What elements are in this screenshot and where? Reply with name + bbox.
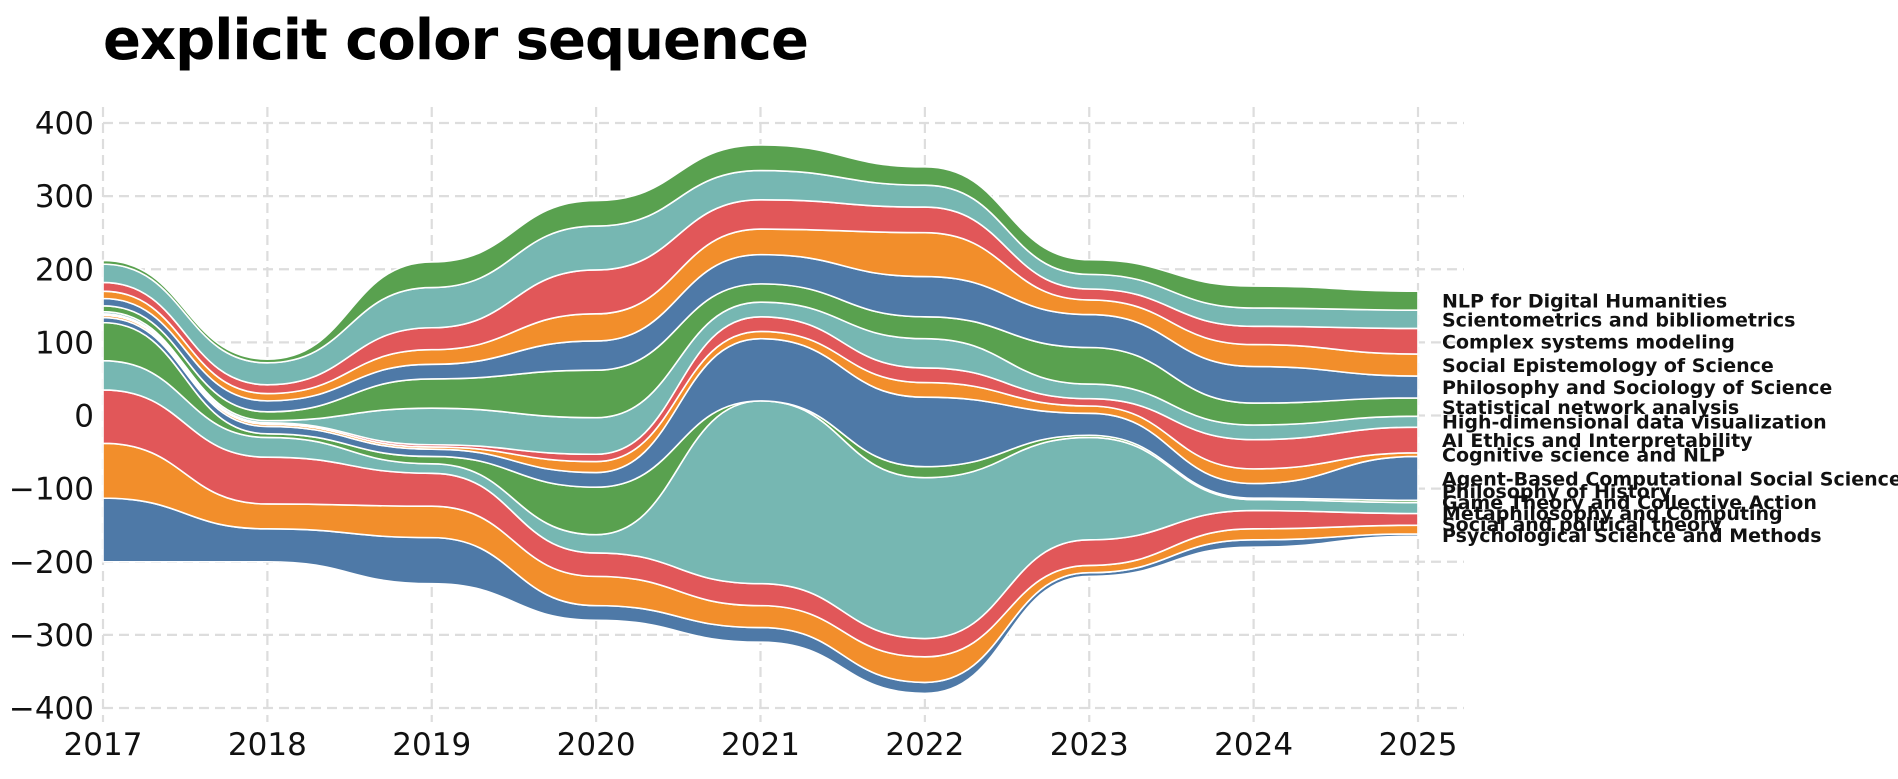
y-tick-label: 400 bbox=[35, 106, 94, 142]
x-axis-ticks: 2017 2018 2019 2020 2021 2022 2023 2024 2025 bbox=[64, 727, 1458, 763]
y-axis-ticks: −400 −300 −200 −100 0 100 200 300 400 bbox=[9, 106, 94, 727]
series-label: Philosophy and Sociology of Science bbox=[1442, 377, 1832, 399]
series-label: Metaphilosophy and Computing bbox=[1442, 503, 1783, 525]
series-label: Scientometrics and bibliometrics bbox=[1442, 309, 1795, 331]
series-label: High-dimensional data visualization bbox=[1442, 412, 1827, 434]
y-tick-label: −400 bbox=[9, 691, 94, 727]
x-tick-label: 2025 bbox=[1379, 727, 1458, 763]
y-tick-label: −300 bbox=[9, 618, 94, 654]
series-label: AI Ethics and Interpretability bbox=[1442, 430, 1753, 452]
series-label: Agent-Based Computational Social Science bbox=[1442, 468, 1898, 490]
series-labels: Psychological Science and MethodsSocial … bbox=[1442, 291, 1898, 547]
x-tick-label: 2024 bbox=[1214, 727, 1293, 763]
x-tick-label: 2021 bbox=[721, 727, 800, 763]
chart-title: explicit color sequence bbox=[103, 8, 809, 73]
y-tick-label: 100 bbox=[35, 325, 94, 361]
series-label: Social and political theory bbox=[1442, 514, 1722, 536]
series-label: Statistical network analysis bbox=[1442, 397, 1739, 419]
x-tick-label: 2023 bbox=[1050, 727, 1129, 763]
chart-areas bbox=[102, 144, 1419, 695]
y-tick-label: 200 bbox=[35, 252, 94, 288]
y-tick-label: −100 bbox=[9, 472, 94, 508]
series-label: Philosophy of History bbox=[1442, 481, 1672, 503]
x-tick-label: 2017 bbox=[64, 727, 143, 763]
series-label: Cognitive science and NLP bbox=[1442, 445, 1725, 467]
series-label: Social Epistemology of Science bbox=[1442, 355, 1774, 377]
series-label: Psychological Science and Methods bbox=[1442, 525, 1822, 547]
stream-nlp-for-digital-humanities bbox=[102, 144, 1419, 364]
y-tick-label: −200 bbox=[9, 545, 94, 581]
y-tick-label: 300 bbox=[35, 179, 94, 215]
series-label: NLP for Digital Humanities bbox=[1442, 291, 1727, 313]
series-label: Game Theory and Collective Action bbox=[1442, 492, 1817, 514]
series-label: Complex systems modeling bbox=[1442, 331, 1735, 353]
x-tick-label: 2019 bbox=[392, 727, 471, 763]
x-tick-label: 2018 bbox=[228, 727, 307, 763]
y-tick-label: 0 bbox=[74, 399, 94, 435]
x-tick-label: 2022 bbox=[885, 727, 964, 763]
x-tick-label: 2020 bbox=[557, 727, 636, 763]
